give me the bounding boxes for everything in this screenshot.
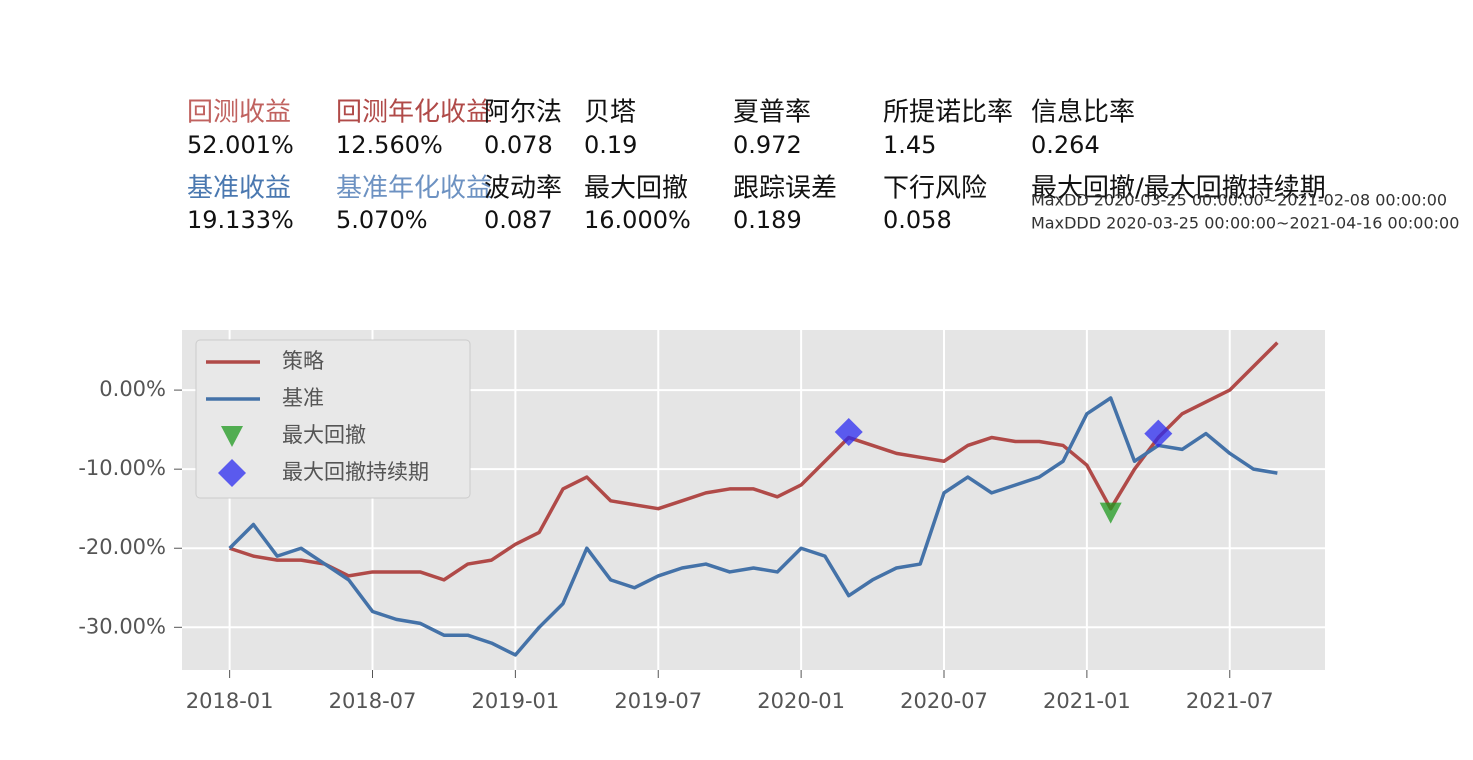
metric-value: 19.133% [187, 206, 294, 234]
metric-value: MaxDD 2020-03-25 00:00:00~2021-02-08 00:… [1031, 191, 1447, 210]
x-tick-label: 2018-01 [186, 689, 274, 713]
metric-label: 夏普率 [733, 98, 811, 128]
metric-value: 0.189 [733, 206, 802, 234]
metric-label: 基准年化收益 [336, 174, 492, 204]
metric-value: 0.264 [1031, 131, 1100, 159]
metric-label: 波动率 [484, 174, 562, 204]
legend-box [195, 339, 471, 499]
series-line [228, 396, 1278, 657]
marker [834, 418, 863, 446]
metric-value: 5.070% [336, 206, 428, 234]
legend-label: 最大回撤 [282, 423, 366, 447]
x-tick-label: 2019-01 [472, 689, 560, 713]
metric-value: 52.001% [187, 131, 294, 159]
x-tick-label: 2018-07 [329, 689, 417, 713]
metric-value: 0.087 [484, 206, 553, 234]
x-tick-label: 2021-07 [1186, 689, 1274, 713]
y-tick-label: -10.00% [78, 456, 166, 480]
metric-label: 贝塔 [584, 98, 636, 128]
metric-value: MaxDDD 2020-03-25 00:00:00~2021-04-16 00… [1031, 214, 1459, 233]
legend-marker [221, 426, 243, 447]
metric-label: 阿尔法 [484, 98, 562, 128]
legend-label: 基准 [282, 386, 324, 410]
metric-value: 16.000% [584, 206, 691, 234]
metric-label: 回测年化收益 [336, 98, 492, 128]
metric-label: 最大回撤 [584, 174, 688, 204]
metric-label: 回测收益 [187, 98, 291, 128]
metric-label: 所提诺比率 [883, 98, 1013, 128]
metric-value: 0.078 [484, 131, 553, 159]
x-tick-label: 2020-07 [900, 689, 988, 713]
x-tick-label: 2021-01 [1043, 689, 1131, 713]
metric-label: 信息比率 [1031, 98, 1135, 128]
x-tick-label: 2019-07 [614, 689, 702, 713]
series-line [229, 341, 1279, 582]
metric-value: 0.058 [883, 206, 952, 234]
metric-label: 最大回撤/最大回撤持续期 [1031, 174, 1326, 204]
metric-value: 0.19 [584, 131, 637, 159]
legend-label: 最大回撤持续期 [282, 460, 429, 484]
y-tick-label: -30.00% [78, 614, 166, 638]
y-tick-label: 0.00% [99, 377, 166, 401]
metric-value: 1.45 [883, 131, 936, 159]
metric-label: 下行风险 [883, 174, 987, 204]
marker [1099, 502, 1122, 524]
metric-value: 0.972 [733, 131, 802, 159]
metric-label: 跟踪误差 [733, 174, 837, 204]
legend-label: 策略 [282, 349, 324, 373]
marker [1144, 419, 1173, 448]
y-tick-label: -20.00% [78, 535, 166, 559]
x-tick-label: 2020-01 [757, 689, 845, 713]
metric-label: 基准收益 [187, 174, 291, 204]
legend-marker [218, 459, 246, 487]
metric-value: 12.560% [336, 131, 443, 159]
